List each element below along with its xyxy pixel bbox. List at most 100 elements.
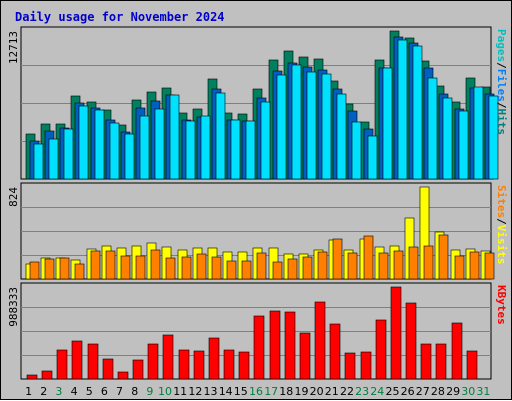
visits-bar-sites-day-26: [408, 246, 419, 280]
visits-ymax-label: 824: [7, 187, 20, 207]
kbytes-label-kbytes: KBytes: [495, 285, 508, 325]
kbytes-bar-kbytes-day-27: [420, 343, 432, 380]
visits-label-visits: Visits: [495, 225, 508, 265]
x-tick-day-11: 11: [173, 385, 187, 398]
kbytes-bar-kbytes-day-12: [193, 350, 205, 380]
x-tick-day-22: 22: [340, 385, 354, 398]
hits-bar-pages-day-24: [382, 67, 393, 180]
hits-bar-pages-day-1: [33, 143, 44, 180]
visits-bar-sites-day-21: [332, 238, 343, 280]
hits-ymax-label: 12713: [7, 31, 20, 64]
hits-bar-pages-day-29: [458, 110, 469, 180]
kbytes-bar-kbytes-day-18: [284, 311, 296, 380]
visits-bar-sites-day-7: [120, 255, 131, 280]
visits-bar-sites-day-28: [438, 234, 449, 280]
visits-bar-sites-day-17: [272, 261, 283, 280]
kbytes-bar-kbytes-day-8: [132, 359, 144, 380]
kbytes-bar-kbytes-day-23: [360, 351, 372, 380]
kbytes-bar-kbytes-day-1: [26, 374, 38, 380]
x-tick-day-29: 29: [446, 385, 460, 398]
hits-bar-pages-day-6: [109, 122, 120, 180]
hits-bar-pages-day-26: [412, 45, 423, 180]
kbytes-ymax-label: 988333: [7, 287, 20, 327]
hits-bar-pages-day-4: [78, 105, 89, 180]
kbytes-bar-kbytes-day-14: [223, 349, 235, 380]
bars: [25, 30, 499, 380]
x-tick-day-8: 8: [131, 385, 138, 398]
visits-bar-sites-day-14: [226, 260, 237, 280]
visits-bar-sites-day-20: [317, 251, 328, 280]
hits-bar-pages-day-25: [397, 39, 408, 180]
kbytes-bar-kbytes-day-16: [253, 315, 265, 380]
x-tick-day-14: 14: [219, 385, 233, 398]
x-tick-day-27: 27: [416, 385, 430, 398]
kbytes-bar-kbytes-day-11: [178, 349, 190, 380]
visits-bar-sites-day-12: [196, 253, 207, 280]
hits-bar-pages-day-18: [291, 64, 302, 180]
kbytes-series-label: KBytes: [495, 285, 508, 325]
hits-bar-pages-day-21: [336, 93, 347, 180]
visits-bar-sites-day-31: [484, 252, 495, 280]
hits-bar-pages-day-31: [488, 95, 499, 180]
x-tick-day-21: 21: [325, 385, 339, 398]
kbytes-bar-kbytes-day-17: [269, 310, 281, 380]
x-tick-day-30: 30: [461, 385, 475, 398]
hits-label-pages: Pages: [495, 29, 508, 62]
x-tick-day-10: 10: [158, 385, 172, 398]
x-tick-day-25: 25: [386, 385, 400, 398]
x-tick-day-4: 4: [71, 385, 78, 398]
kbytes-bar-kbytes-day-4: [71, 340, 83, 380]
kbytes-bar-kbytes-day-21: [329, 323, 341, 380]
visits-bar-sites-day-11: [181, 256, 192, 280]
visits-label-sep: /: [495, 218, 508, 225]
visits-bar-sites-day-3: [59, 257, 70, 280]
visits-bar-sites-day-27: [423, 245, 434, 280]
x-tick-day-28: 28: [431, 385, 445, 398]
kbytes-bar-kbytes-day-15: [238, 351, 250, 380]
kbytes-bar-kbytes-day-30: [466, 350, 478, 380]
visits-bar-sites-day-15: [241, 260, 252, 280]
hits-bar-pages-day-12: [200, 115, 211, 180]
x-tick-day-5: 5: [86, 385, 93, 398]
hits-bar-pages-day-13: [215, 92, 226, 180]
visits-bar-sites-day-8: [135, 255, 146, 280]
kbytes-bar-kbytes-day-5: [87, 343, 99, 380]
hits-bar-pages-day-2: [48, 138, 59, 180]
kbytes-bar-kbytes-day-9: [147, 343, 159, 380]
visits-bar-sites-day-30: [469, 251, 480, 280]
kbytes-bar-kbytes-day-10: [162, 334, 174, 380]
visits-bar-sites-day-18: [287, 258, 298, 280]
kbytes-bar-kbytes-day-28: [435, 343, 447, 380]
visits-bar-sites-day-10: [165, 257, 176, 280]
x-tick-day-20: 20: [310, 385, 324, 398]
x-tick-day-17: 17: [264, 385, 278, 398]
hits-label-files: Files: [495, 69, 508, 102]
hits-bar-pages-day-11: [185, 120, 196, 180]
hits-label-sep: /: [495, 62, 508, 69]
kbytes-bar-kbytes-day-25: [390, 286, 402, 380]
kbytes-bar-kbytes-day-22: [344, 352, 356, 380]
hits-bar-pages-day-14: [230, 119, 241, 180]
hits-bar-pages-day-28: [442, 97, 453, 180]
visits-bar-sites-day-22: [347, 252, 358, 280]
x-tick-day-15: 15: [234, 385, 248, 398]
visits-bar-sites-day-19: [302, 256, 313, 280]
x-tick-day-1: 1: [25, 385, 32, 398]
chart-title: Daily usage for November 2024: [15, 10, 225, 24]
kbytes-bar-kbytes-day-6: [102, 358, 114, 380]
x-tick-day-3: 3: [55, 385, 62, 398]
x-tick-day-2: 2: [40, 385, 47, 398]
hits-label-sep: /: [495, 102, 508, 109]
x-tick-day-12: 12: [188, 385, 202, 398]
x-tick-day-18: 18: [279, 385, 293, 398]
visits-series-label: Sites/Visits: [495, 185, 508, 265]
visits-bar-sites-day-1: [29, 261, 40, 280]
visits-bar-sites-day-9: [150, 249, 161, 280]
hits-bar-pages-day-9: [154, 108, 165, 180]
kbytes-bar-kbytes-day-3: [56, 349, 68, 380]
visits-bar-sites-day-23: [363, 235, 374, 280]
kbytes-bar-kbytes-day-7: [117, 371, 129, 380]
kbytes-bar-kbytes-day-19: [299, 332, 311, 380]
